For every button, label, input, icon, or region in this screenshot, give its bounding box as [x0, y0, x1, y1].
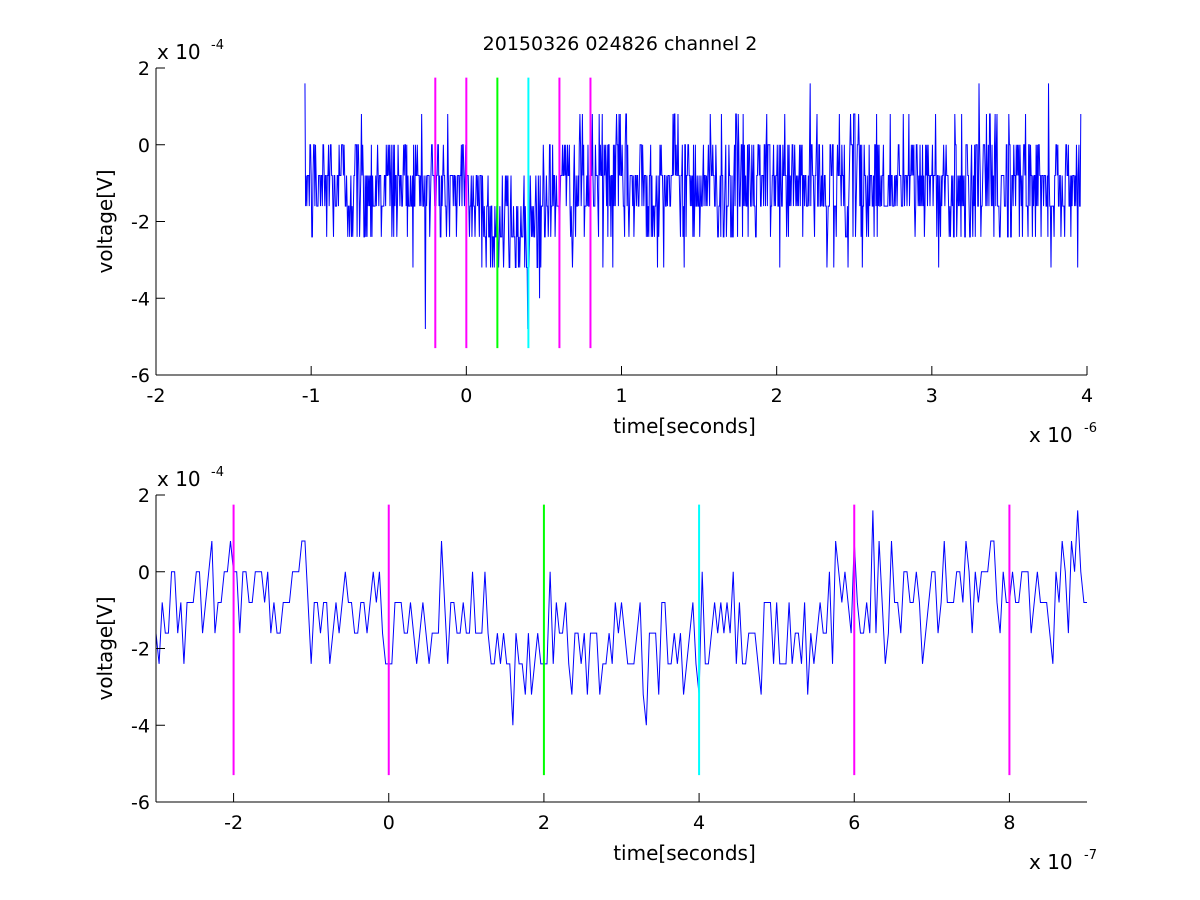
x-tick-label: -2: [224, 812, 243, 834]
y-axis-label: voltage[V]: [93, 596, 117, 700]
x-tick-label: 2: [771, 385, 783, 407]
plot-zoomed: -2 0 2 4 6 8 -6 -4 -2 0 2 time[seconds] voltage[V] x …: [93, 465, 1097, 874]
x-exponent-label: x 10: [1029, 850, 1073, 874]
x-tick-label: 3: [926, 385, 938, 407]
y-exponent-label: x 10: [157, 467, 201, 491]
x-axis-label: time[seconds]: [613, 414, 756, 438]
x-tick-label: 2: [538, 812, 550, 834]
x-axis-label: time[seconds]: [613, 841, 756, 865]
y-tick-label: -2: [131, 639, 150, 661]
y-tick-label: 0: [138, 562, 150, 584]
x-tick-label: 1: [615, 385, 627, 407]
x-tick-label: 0: [383, 812, 395, 834]
x-tick-label: -1: [302, 385, 321, 407]
x-tick-label: -2: [147, 385, 166, 407]
x-tick-label: 6: [848, 812, 860, 834]
x-exponent: -6: [1084, 421, 1097, 436]
x-tick-label: 8: [1003, 812, 1015, 834]
y-tick-label: -4: [131, 715, 150, 737]
x-tick-label: 4: [693, 812, 705, 834]
y-tick-label: -2: [131, 212, 150, 234]
x-exponent: -7: [1084, 848, 1097, 863]
y-exponent-label: x 10: [157, 40, 201, 64]
y-tick-label: -6: [131, 365, 150, 387]
y-tick-label: 2: [138, 58, 150, 80]
x-tick-label: 0: [460, 385, 472, 407]
y-exponent: -4: [211, 465, 224, 480]
signal-trace: [155, 510, 1087, 726]
y-axis-label: voltage[V]: [93, 169, 117, 273]
x-tick-label: 4: [1081, 385, 1093, 407]
y-exponent: -4: [211, 38, 224, 53]
y-tick-label: 2: [138, 485, 150, 507]
y-tick-label: -4: [131, 288, 150, 310]
y-tick-label: 0: [138, 135, 150, 157]
figure-title: 20150326 024826 channel 2: [483, 33, 758, 55]
y-tick-label: -6: [131, 792, 150, 814]
plot-overview: -2 -1 0 1 2 3 4 -6 -4 -2 0 2 time[seconds] voltage[V]…: [93, 38, 1097, 447]
x-exponent-label: x 10: [1029, 423, 1073, 447]
signal-trace: [304, 83, 1082, 329]
